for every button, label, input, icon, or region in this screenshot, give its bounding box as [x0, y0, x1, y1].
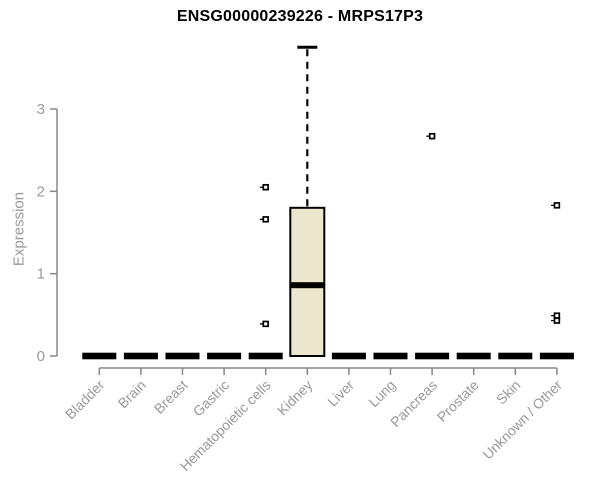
median-line	[498, 352, 533, 360]
y-axis-tick-label: 1	[37, 266, 45, 283]
y-axis-tick-label: 2	[37, 183, 45, 200]
x-axis-tick-label: Unknown / Other	[479, 377, 565, 463]
x-axis-tick-label: Lung	[365, 377, 398, 410]
median-line	[207, 352, 242, 360]
box	[289, 206, 326, 357]
median-line	[82, 352, 117, 360]
median-line	[456, 352, 491, 360]
x-axis-tick-label: Skin	[493, 377, 524, 408]
x-axis-tick-label: Kidney	[274, 377, 316, 419]
x-axis-tick-label: Breast	[151, 377, 191, 417]
outlier-point	[553, 312, 561, 319]
median-line	[290, 282, 325, 289]
outlier-point	[553, 317, 561, 324]
y-axis-tick-label: 3	[37, 101, 45, 118]
median-line	[539, 352, 574, 360]
median-line	[373, 352, 408, 360]
median-line	[165, 352, 200, 360]
median-line	[123, 352, 158, 360]
median-line	[415, 352, 450, 360]
median-line	[331, 352, 366, 360]
outlier-point	[262, 216, 269, 223]
outlier-point	[553, 202, 561, 209]
outlier-point	[262, 183, 269, 191]
x-axis-tick-label: Brain	[115, 377, 149, 411]
outlier-point	[428, 132, 436, 140]
median-line	[248, 352, 283, 360]
y-axis-tick-label: 0	[37, 348, 45, 365]
x-axis-tick-label: Prostate	[434, 377, 482, 425]
x-axis-tick-label: Bladder	[62, 377, 108, 423]
x-axis-tick-label: Liver	[324, 377, 357, 410]
outlier-point	[262, 320, 269, 328]
chart-title: ENSG00000239226 - MRPS17P3	[176, 8, 424, 25]
